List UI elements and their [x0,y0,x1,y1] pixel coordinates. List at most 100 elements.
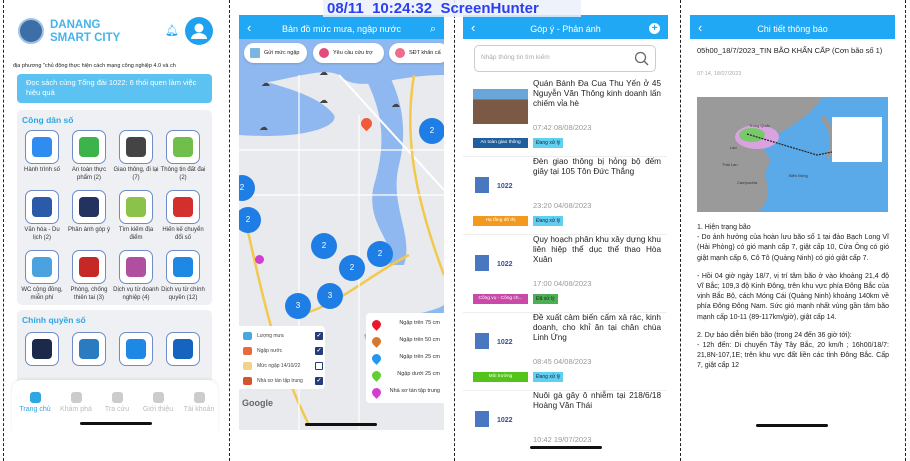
search-icon[interactable] [634,51,649,66]
tile-wc[interactable] [25,250,59,284]
section-title: Công dân số [22,115,74,125]
notice-body: 1. Hiện trạng bão - Do ảnh hưởng của hoà… [697,223,889,372]
gov-tile[interactable] [25,332,59,366]
layer-icon [243,347,252,355]
map-pin-icon [370,352,383,365]
feedback-item[interactable]: 1022 Nuôi gà gây ô nhiễm tại 218/6/18 Hoà… [463,391,667,445]
divider [905,0,906,461]
layer-toggle[interactable]: Nhà sơ tán tập trung ✓ [243,376,323,386]
map-cluster[interactable]: 2 [339,255,365,281]
layer-label: Lượng mưa [257,333,284,339]
tile-label: Dịch vụ từ chính quyền (12) [161,287,205,301]
announcement-banner[interactable]: Đọc sách cùng Tổng đài 1022: 6 thói quen… [17,74,212,103]
feedback-header: ‹ Góp ý - Phản ánh + [463,15,668,39]
tile-label: Hành trình số [23,167,61,173]
tile-food-safety-shield[interactable] [72,130,106,164]
nav-home[interactable]: Trang chủ [15,392,55,413]
chip-rescue-request[interactable]: Yêu cầu cứu trợ [313,43,384,63]
map-cluster[interactable]: 2 [367,241,393,267]
rain-cloud-icon[interactable]: ☁︎ [391,99,400,109]
feedback-item[interactable]: 1022 Quy hoạch phân khu xây dựng khu liên… [463,235,667,313]
screen-title: Góp ý - Phản ánh [530,24,601,34]
passport-icon [32,197,52,217]
avatar[interactable] [185,17,213,45]
tile-cloud-sync[interactable] [166,250,200,284]
bell-icon[interactable]: 🔔︎ [165,25,179,37]
nav-account[interactable]: Tài khoản [179,392,219,413]
checkbox[interactable]: ✓ [315,332,323,340]
layer-toggle[interactable]: Ngập nước ✓ [243,346,323,356]
tile-passport[interactable] [25,190,59,224]
chip-send-flood-level[interactable]: Gửi mức ngập [244,43,307,63]
user-icon [191,23,207,39]
thumbnail: 1022 [473,167,528,202]
brand-title: DANANG SMART CITY [50,19,120,45]
map-cluster[interactable]: 2 [311,233,337,259]
news-marquee[interactable]: địa phương "chủ động thực hiện cách mạng… [13,63,176,69]
tile-feedback-pen[interactable] [72,190,106,224]
citizen-section: Công dân số Hành trình số An toàn thực p… [17,110,212,305]
rain-cloud-icon[interactable]: ☁︎ [319,95,328,105]
rain-cloud-icon[interactable]: ☁︎ [319,67,328,77]
youth-union-icon [173,197,193,217]
map-label: Trung Quốc [749,123,770,128]
feedback-item[interactable]: Quán Bánh Đa Cua Thu Yến ở 45 Nguyễn Văn… [463,79,667,157]
checkbox[interactable]: ✓ [315,377,323,385]
search-input[interactable]: Nhập thông tin tìm kiếm [474,45,656,72]
map-cluster[interactable]: 3 [285,293,311,319]
nav-link[interactable]: Giới thiệu [138,392,178,413]
google-logo: Google [242,398,273,408]
chip-emergency-phone[interactable]: SĐT khẩn cấ [389,43,444,63]
hotline-number: 1022 [497,339,513,346]
map-pin-icon [370,318,383,331]
tile-youth-union[interactable] [166,190,200,224]
feedback-pen-icon [79,197,99,217]
tile-traffic-light[interactable] [119,130,153,164]
layer-toggle[interactable]: Lượng mưa ✓ [243,331,323,341]
map-cluster[interactable]: 3 [317,283,343,309]
thumbnail [473,89,528,124]
tile-label: Văn hóa - Du lịch (2) [24,227,60,241]
tile-land-map[interactable] [166,130,200,164]
land-map-icon [173,137,193,157]
nav-search[interactable]: Tra cứu [97,392,137,413]
feedback-item[interactable]: 1022 Đèn giao thông bị hỏng bộ đếm giây t… [463,157,667,235]
rain-cloud-icon[interactable]: ☁︎ [259,122,268,132]
document-folder-icon [173,339,193,359]
notice-header: ‹ Chi tiết thông báo [690,15,895,39]
watermark-date: 08/11 [327,0,364,17]
notice-detail-screen: ‹ Chi tiết thông báo 05h00_18/7/2023_TIN… [690,15,895,415]
traffic-light-icon [126,137,146,157]
status-badge: Đã xử lý [533,294,558,304]
gov-tile[interactable] [119,332,153,366]
rain-cloud-icon[interactable]: ☁︎ [261,78,270,88]
tile-map-pin[interactable] [119,190,153,224]
flood-map-screen: ‹ Bản đồ mức mưa, ngập nước ⌕ Gửi mức ng… [239,15,444,430]
add-icon[interactable]: + [649,23,660,34]
legend-label: Nhà sơ tán tập trung [389,388,440,394]
map-cluster[interactable]: 2 [419,118,444,144]
nav-grid[interactable]: Khám phá [56,392,96,413]
tile-disaster-emblem[interactable] [72,250,106,284]
home-indicator [305,423,377,426]
back-arrow-icon[interactable]: ‹ [247,20,252,35]
map-cluster[interactable]: 2 [239,207,261,233]
checkbox[interactable] [315,362,323,370]
nav-label: Trang chủ [19,406,51,413]
checkbox[interactable]: ✓ [315,347,323,355]
map-cluster[interactable]: 2 [239,175,255,201]
tile-label: Thông tin đất đai (2) [160,167,206,181]
back-arrow-icon[interactable]: ‹ [471,20,476,35]
shelter-marker-icon[interactable] [255,255,264,264]
government-section: Chính quyền số [17,310,212,390]
category-tag: Môi trường [473,372,528,382]
gov-tile[interactable] [72,332,106,366]
tile-digital-journey[interactable] [25,130,59,164]
gov-tile[interactable] [166,332,200,366]
search-icon[interactable]: ⌕ [429,23,436,35]
layer-toggle[interactable]: Mức ngập 14/10/22 [243,361,323,371]
back-arrow-icon[interactable]: ‹ [698,20,703,35]
bottom-nav: Trang chủ Khám phá Tra cứu Giới thiệu Tài kh… [12,380,218,433]
feedback-item[interactable]: 1022 Đề xuất cảm biến cấm xả rác, kinh do… [463,313,667,391]
tile-layers[interactable] [119,250,153,284]
